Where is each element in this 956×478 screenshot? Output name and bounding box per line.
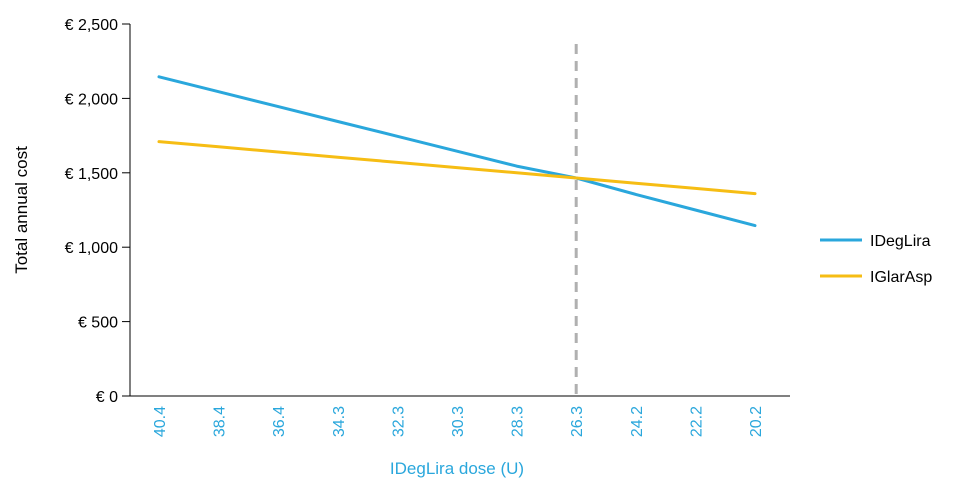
x-tick-label: 32.3 [390,406,407,437]
series-group [157,75,757,228]
series-line-ideglira [157,75,757,228]
x-tick-label: 40.4 [152,406,169,437]
y-axis-title: Total annual cost [12,146,31,274]
x-tick-label: 22.2 [688,406,705,437]
x-axis-title: IDegLira dose (U) [390,459,524,478]
y-tick-label: € 2,000 [65,91,118,108]
y-tick-label: € 1,500 [65,166,118,183]
x-tick-label: 30.3 [450,406,467,437]
y-tick-label: € 1,000 [65,240,118,257]
x-tick-label: 38.4 [212,406,229,437]
y-tick-label: € 0 [96,389,118,406]
x-tick-label: 26.3 [569,406,586,437]
y-tick-label: € 500 [78,315,118,332]
series-line-iglarasp [157,140,757,196]
x-axis-ticks: 40.4 38.4 36.4 34.3 32.3 30.3 28.3 26.3 24.2 22.2… [152,406,765,437]
legend-label-ideglira: IDegLira [870,233,931,250]
y-axis-ticks: € 0 € 500 € 1,000 € 1,500 € 2,000 € 2,500 [65,17,130,406]
legend-label-iglarasp: IGlarAsp [870,269,932,286]
legend: IDegLira IGlarAsp [820,233,932,286]
x-tick-label: 36.4 [271,406,288,437]
x-tick-label: 28.3 [510,406,527,437]
x-tick-label: 24.2 [629,406,646,437]
x-tick-label: 20.2 [748,406,765,437]
y-tick-label: € 2,500 [65,17,118,34]
x-tick-label: 34.3 [331,406,348,437]
